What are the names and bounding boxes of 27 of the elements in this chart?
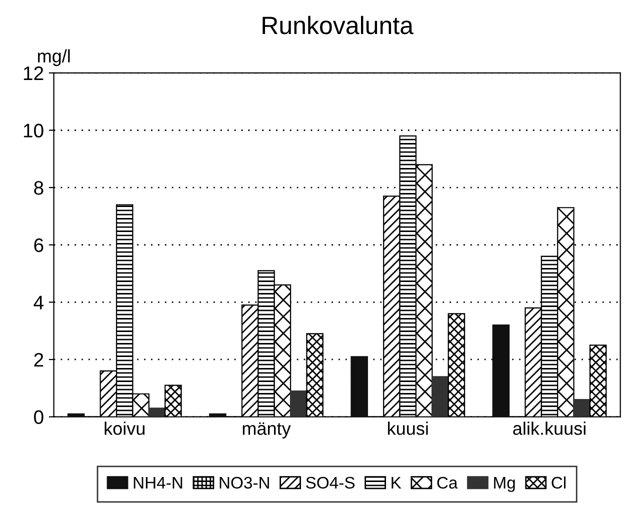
x-tick-label: kuusi xyxy=(388,422,428,435)
y-tick-label: 12 xyxy=(24,66,44,80)
legend-label: Ca xyxy=(437,476,458,489)
x-tick-label: alik.kuusi xyxy=(513,422,586,435)
y-tick-label: 4 xyxy=(34,296,44,310)
y-tick-label: 2 xyxy=(34,352,44,367)
legend-label: K xyxy=(392,477,402,488)
x-tick-label: mänty xyxy=(242,422,291,438)
y-tick-label: 8 xyxy=(34,181,44,195)
bar xyxy=(148,408,166,417)
y-tick-label: 6 xyxy=(34,238,44,252)
bar xyxy=(290,390,308,417)
legend-label: NO3-N xyxy=(220,476,269,489)
legend-label: NH4-N xyxy=(134,477,182,488)
legend-label: SO4-S xyxy=(306,476,355,489)
chart-title: Runkovalunta xyxy=(262,16,414,34)
bar xyxy=(432,376,449,417)
bar xyxy=(209,413,226,417)
bar xyxy=(492,324,510,417)
bar xyxy=(573,399,591,417)
x-tick-label: koivu xyxy=(104,422,144,435)
y-tick-label: 0 xyxy=(34,410,44,424)
legend-label: Mg xyxy=(494,477,515,492)
y-axis-title: mg/l xyxy=(38,49,70,66)
bar xyxy=(350,356,368,417)
y-tick-label: 10 xyxy=(24,124,44,138)
legend-label: Cl xyxy=(552,476,566,489)
